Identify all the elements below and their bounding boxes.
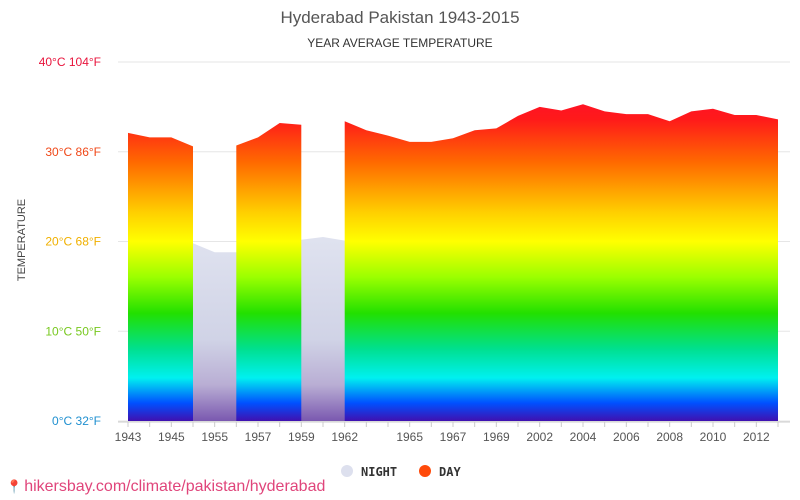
x-tick-label: 2006: [613, 430, 640, 444]
x-tick-label: 1965: [396, 430, 423, 444]
x-tick-label: 1967: [440, 430, 467, 444]
y-axis-title: TEMPERATURE: [16, 199, 28, 281]
y-tick-label: 30°C 86°F: [45, 145, 101, 159]
y-axis: 0°C 32°F 10°C 50°F 20°C 68°F 30°C 86°F 40°C …: [39, 55, 101, 428]
x-tick-label: 2012: [743, 430, 770, 444]
x-tick-label: 1969: [483, 430, 510, 444]
x-tick-label: 2010: [700, 430, 727, 444]
y-tick-label: 20°C 68°F: [45, 235, 101, 249]
x-tick-label: 1962: [331, 430, 358, 444]
location-pin-icon: 📍: [6, 479, 23, 494]
x-tick-label: 1957: [245, 430, 272, 444]
plot-areas: [128, 104, 778, 421]
chart-title: Hyderabad Pakistan 1943-2015: [280, 8, 520, 27]
x-tick-label: 1955: [201, 430, 228, 444]
x-tick-label: 1945: [158, 430, 185, 444]
y-tick-label: 40°C 104°F: [39, 55, 101, 69]
y-tick-label: 10°C 50°F: [45, 324, 101, 338]
x-tick-label: 1959: [288, 430, 315, 444]
legend-label-night[interactable]: NIGHT: [361, 465, 397, 479]
day-area-segment[interactable]: [128, 132, 193, 421]
chart-subtitle: YEAR AVERAGE TEMPERATURE: [307, 36, 493, 50]
x-tick-label: 1943: [115, 430, 142, 444]
source-footer[interactable]: 📍 hikersbay.com/climate/pakistan/hyderaba…: [6, 478, 325, 496]
legend-marker-day[interactable]: [419, 465, 431, 477]
y-tick-label: 0°C 32°F: [52, 414, 101, 428]
x-tick-label: 2008: [656, 430, 683, 444]
legend[interactable]: NIGHT DAY: [341, 465, 461, 479]
day-area-segment[interactable]: [344, 104, 778, 421]
source-url[interactable]: hikersbay.com/climate/pakistan/hyderabad: [24, 478, 326, 495]
x-axis: 1943 1945 1955 1957 1959 1962 1965 1967 1969 2002…: [115, 421, 790, 444]
x-tick-label: 2002: [526, 430, 553, 444]
legend-marker-night[interactable]: [341, 465, 353, 477]
x-tick-label: 2004: [570, 430, 597, 444]
legend-label-day[interactable]: DAY: [439, 465, 461, 479]
day-area-segment[interactable]: [236, 123, 302, 421]
